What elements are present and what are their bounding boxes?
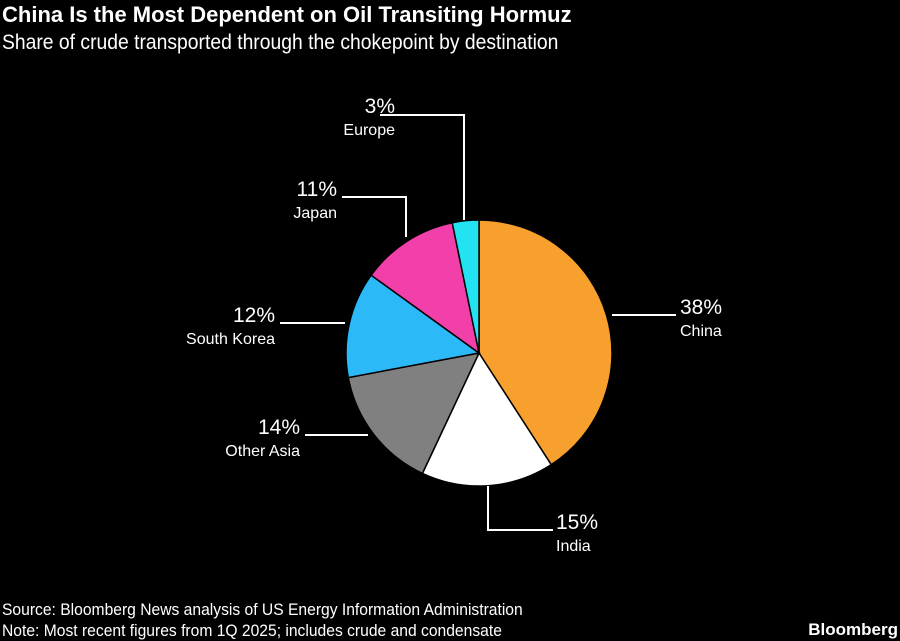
category-label-south-korea: South Korea xyxy=(186,331,275,348)
leader-line-japan xyxy=(342,196,407,237)
leader-line-europe xyxy=(380,114,465,220)
value-label-japan: 11% xyxy=(297,178,337,201)
bloomberg-logo: Bloomberg xyxy=(808,620,898,639)
value-label-europe: 3% xyxy=(365,95,395,118)
footnote: Note: Most recent figures from 1Q 2025; … xyxy=(2,621,502,640)
category-label-china: China xyxy=(680,323,722,340)
value-label-south-korea: 12% xyxy=(233,304,275,327)
value-label-other-asia: 14% xyxy=(258,416,300,439)
pie-slice-europe xyxy=(451,219,480,354)
pie-slice-india xyxy=(421,351,553,487)
category-label-india: India xyxy=(556,538,591,555)
value-label-china: 38% xyxy=(680,296,722,319)
pie-slice-japan xyxy=(370,221,481,355)
category-label-japan: Japan xyxy=(293,205,337,222)
category-label-other-asia: Other Asia xyxy=(225,443,300,460)
leader-line-india xyxy=(487,486,553,531)
source-note: Source: Bloomberg News analysis of US En… xyxy=(2,600,523,619)
pie-slice-south-korea xyxy=(345,274,481,379)
pie-slice-other-asia xyxy=(347,351,481,475)
value-label-india: 15% xyxy=(556,511,598,534)
chart-title: China Is the Most Dependent on Oil Trans… xyxy=(2,2,572,27)
chart-subtitle: Share of crude transported through the c… xyxy=(2,31,559,54)
category-label-europe: Europe xyxy=(343,122,395,139)
